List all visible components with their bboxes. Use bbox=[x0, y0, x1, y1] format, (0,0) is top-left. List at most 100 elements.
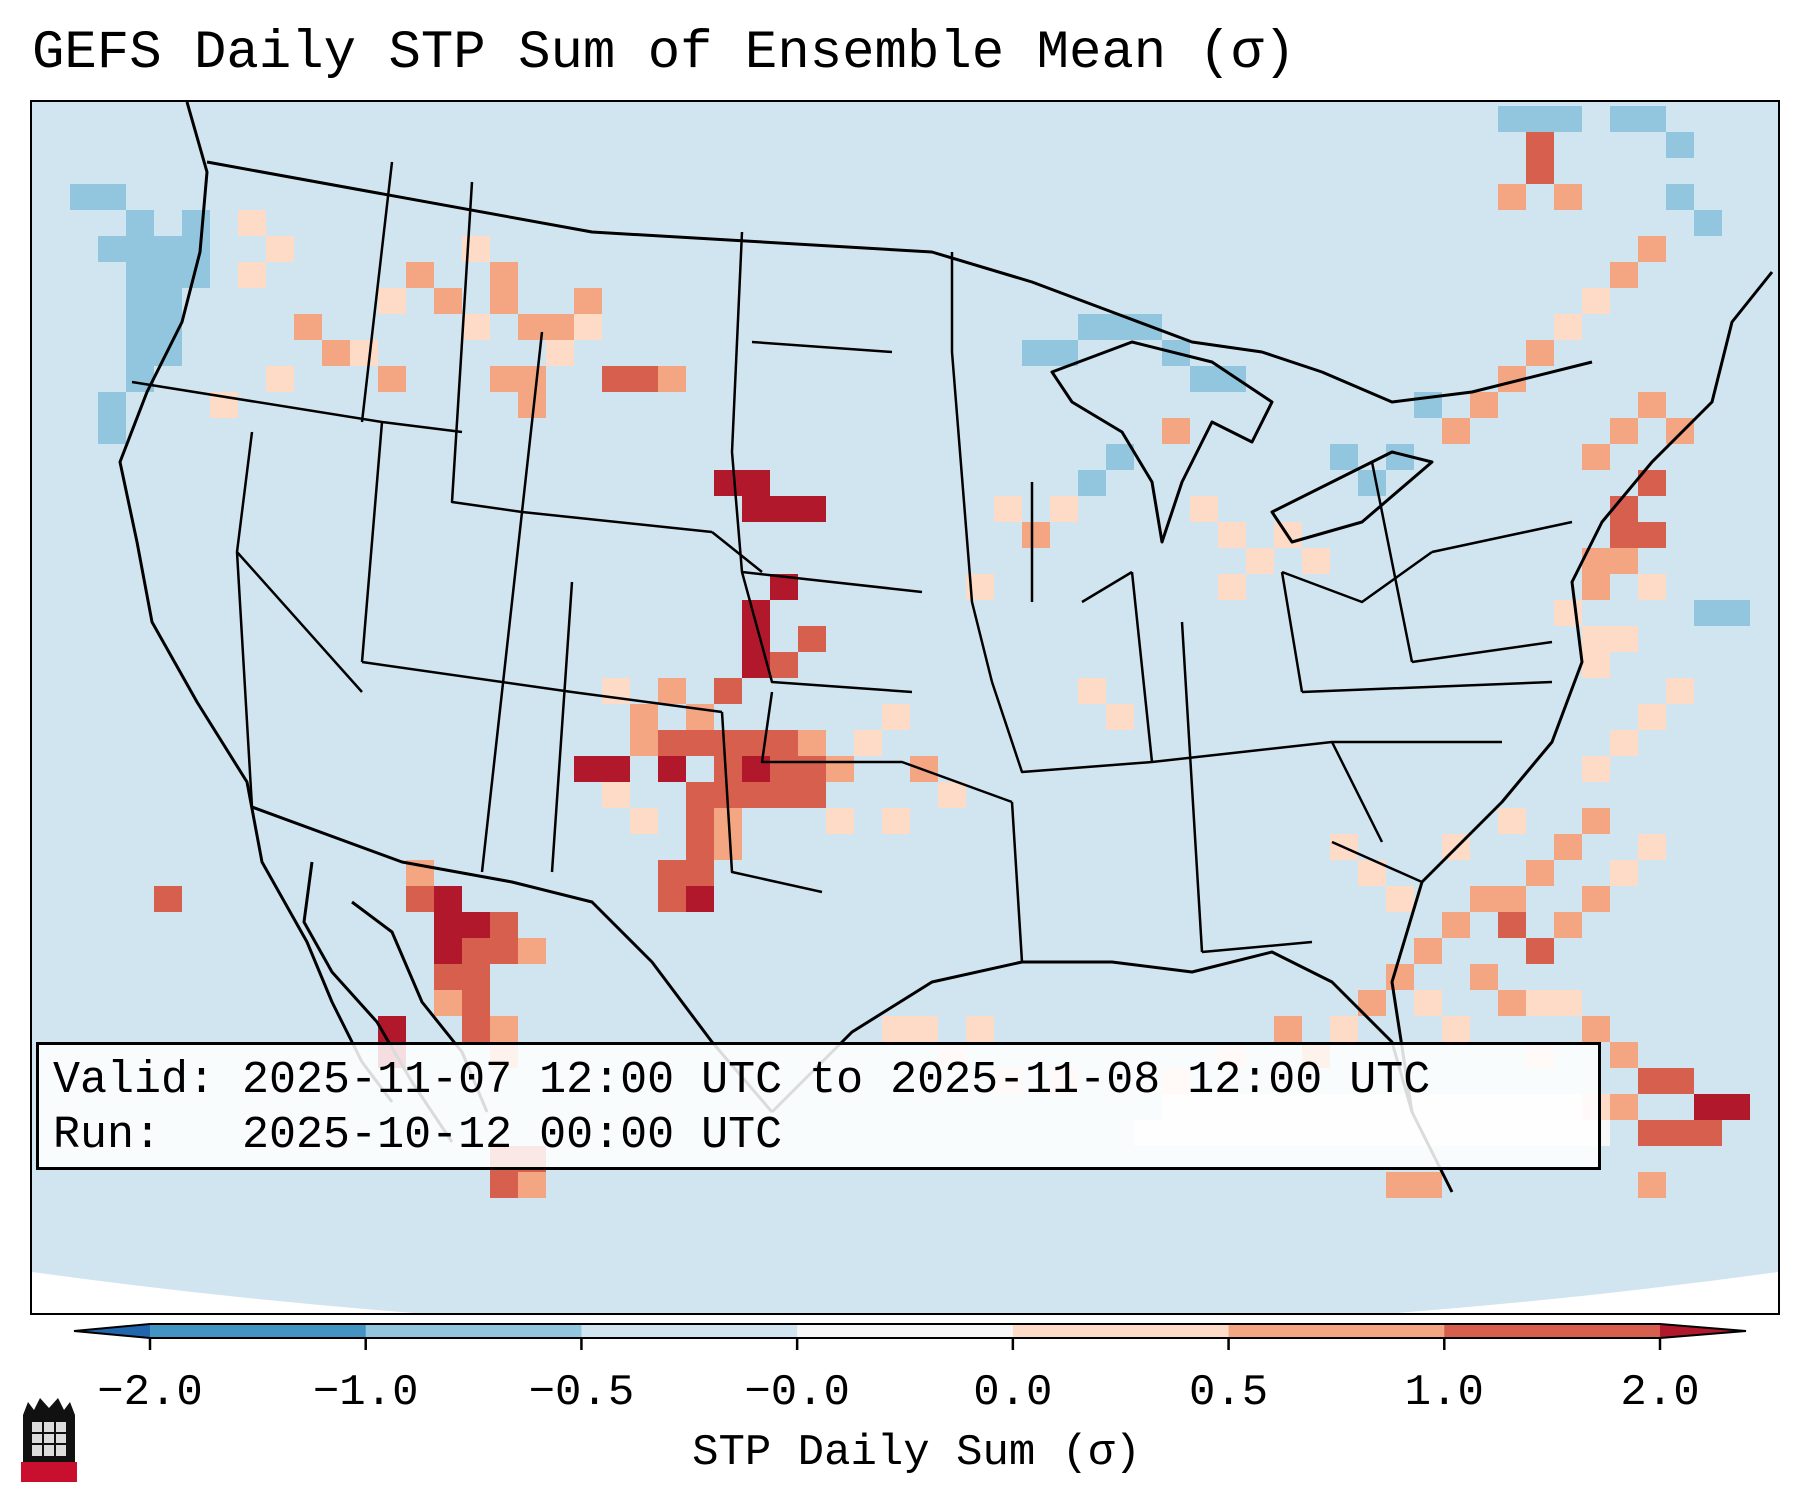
anomaly-cell bbox=[1638, 834, 1666, 860]
anomaly-cell bbox=[686, 860, 714, 886]
anomaly-cell bbox=[658, 678, 686, 704]
colorbar-bin bbox=[150, 1324, 367, 1338]
anomaly-cell bbox=[1526, 106, 1554, 132]
colorbar-tick-label: −0.0 bbox=[744, 1368, 850, 1418]
anomaly-cell bbox=[1666, 1068, 1694, 1094]
anomaly-cell bbox=[434, 912, 462, 938]
anomaly-cell bbox=[238, 210, 266, 236]
anomaly-cell bbox=[1610, 730, 1638, 756]
anomaly-cell bbox=[1498, 886, 1526, 912]
anomaly-cell bbox=[770, 730, 798, 756]
anomaly-cell bbox=[518, 1172, 546, 1198]
anomaly-cell bbox=[154, 314, 182, 340]
anomaly-cell bbox=[490, 938, 518, 964]
valid-label: Valid: bbox=[53, 1055, 216, 1106]
anomaly-cell bbox=[1694, 1120, 1722, 1146]
anomaly-cell bbox=[1526, 132, 1554, 158]
colorbar-bin bbox=[797, 1324, 1014, 1338]
anomaly-cell bbox=[658, 886, 686, 912]
anomaly-cell bbox=[462, 964, 490, 990]
anomaly-cell bbox=[490, 262, 518, 288]
anomaly-cell bbox=[1694, 210, 1722, 236]
colorbar-tick-label: 1.0 bbox=[1404, 1368, 1484, 1418]
anomaly-cell bbox=[1386, 1172, 1414, 1198]
colorbar-bin bbox=[1012, 1324, 1230, 1338]
anomaly-cell bbox=[1638, 522, 1666, 548]
anomaly-cell bbox=[1386, 886, 1414, 912]
anomaly-cell bbox=[518, 938, 546, 964]
anomaly-cell bbox=[742, 782, 770, 808]
run-label: Run: bbox=[53, 1110, 162, 1161]
anomaly-cell bbox=[658, 730, 686, 756]
anomaly-cell bbox=[826, 808, 854, 834]
anomaly-cell bbox=[154, 262, 182, 288]
anomaly-cell bbox=[1610, 106, 1638, 132]
anomaly-cell bbox=[1022, 522, 1050, 548]
anomaly-cell bbox=[714, 756, 742, 782]
anomaly-cell bbox=[882, 808, 910, 834]
anomaly-cell bbox=[1274, 1016, 1302, 1042]
anomaly-cell bbox=[1190, 366, 1218, 392]
anomaly-cell bbox=[434, 938, 462, 964]
anomaly-cell bbox=[910, 1016, 938, 1042]
anomaly-cell bbox=[434, 886, 462, 912]
us-canada-border bbox=[206, 160, 1593, 404]
anomaly-cell bbox=[798, 626, 826, 652]
run-value: 2025-10-12 00:00 UTC bbox=[242, 1110, 783, 1161]
anomaly-cell bbox=[1554, 834, 1582, 860]
anomaly-cell bbox=[182, 210, 210, 236]
anomaly-cell bbox=[154, 886, 182, 912]
anomaly-cell bbox=[1498, 808, 1526, 834]
anomaly-cell bbox=[490, 1016, 518, 1042]
anomaly-cell bbox=[742, 496, 770, 522]
anomaly-cell bbox=[98, 236, 126, 262]
anomaly-cell bbox=[462, 912, 490, 938]
colorbar-bin bbox=[365, 1324, 582, 1338]
anomaly-cell bbox=[1498, 106, 1526, 132]
anomaly-cell bbox=[490, 912, 518, 938]
anomaly-cell bbox=[1526, 990, 1554, 1016]
anomaly-cell bbox=[798, 496, 826, 522]
anomaly-cell bbox=[1582, 574, 1610, 600]
anomaly-cell bbox=[1386, 964, 1414, 990]
anomaly-cell bbox=[770, 782, 798, 808]
anomaly-cell bbox=[406, 886, 434, 912]
anomaly-cell bbox=[434, 990, 462, 1016]
anomaly-cell bbox=[658, 756, 686, 782]
anomaly-cell bbox=[98, 392, 126, 418]
anomaly-cell bbox=[1526, 340, 1554, 366]
anomaly-cell bbox=[266, 236, 294, 262]
anomaly-cell bbox=[1694, 1094, 1722, 1120]
anomaly-cell bbox=[126, 340, 154, 366]
anomaly-cell bbox=[686, 886, 714, 912]
anomaly-cell bbox=[238, 262, 266, 288]
anomaly-cell bbox=[1050, 340, 1078, 366]
anomaly-cell bbox=[798, 756, 826, 782]
anomaly-cell bbox=[154, 288, 182, 314]
anomaly-cell bbox=[686, 730, 714, 756]
colorbar-over-arrow bbox=[1660, 1324, 1746, 1338]
anomaly-cell bbox=[1554, 106, 1582, 132]
anomaly-cell bbox=[1610, 262, 1638, 288]
anomaly-cell bbox=[1414, 938, 1442, 964]
colorbar-label: STP Daily Sum (σ) bbox=[692, 1428, 1141, 1478]
anomaly-cell bbox=[574, 288, 602, 314]
anomaly-cell bbox=[686, 782, 714, 808]
anomaly-cell bbox=[1582, 444, 1610, 470]
anomaly-cell bbox=[630, 366, 658, 392]
anomaly-cell bbox=[1302, 548, 1330, 574]
anomaly-cell bbox=[126, 262, 154, 288]
anomaly-cell bbox=[882, 1016, 910, 1042]
anomaly-cell bbox=[126, 236, 154, 262]
anomaly-cell bbox=[462, 314, 490, 340]
anomaly-cell bbox=[630, 808, 658, 834]
anomaly-cell bbox=[1666, 418, 1694, 444]
anomaly-cell bbox=[742, 470, 770, 496]
anomaly-cell bbox=[1050, 496, 1078, 522]
anomaly-cell bbox=[1498, 912, 1526, 938]
anomaly-cell bbox=[966, 1016, 994, 1042]
anomaly-cell bbox=[98, 184, 126, 210]
anomaly-cell bbox=[154, 236, 182, 262]
colorbar-tick-label: 0.0 bbox=[973, 1368, 1053, 1418]
colorbar-tick-label: −1.0 bbox=[312, 1368, 419, 1418]
